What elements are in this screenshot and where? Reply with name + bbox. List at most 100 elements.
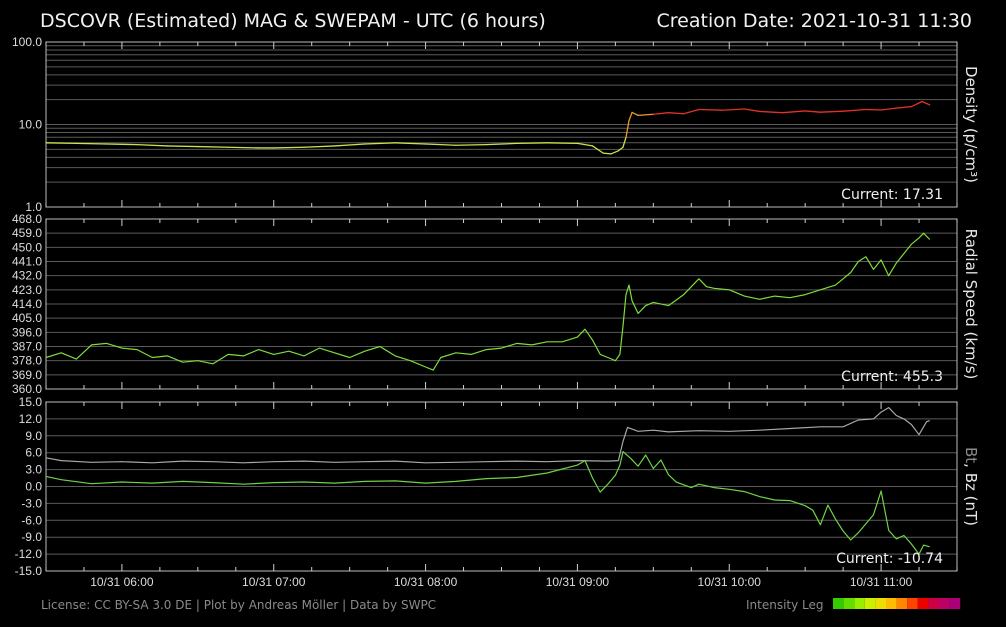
intensity-legend-swatch [886,598,897,609]
density-line-segment [197,145,229,148]
density-line-segment [394,142,427,145]
intensity-legend-swatch [864,598,876,609]
density-line-segment [424,143,457,146]
current-value-density: Current: 17.31 [841,187,943,203]
y-tick-label: 369.0 [12,368,42,382]
y-tick-label: 441.0 [12,255,42,269]
y-axis-label-mag: Bt, Bz (nT) [962,447,980,526]
density-line-segment [227,146,260,149]
y-axis-label-sep: , [962,463,980,473]
y-tick-label: 468.0 [12,212,42,226]
y-tick-label: 1.0 [25,200,42,214]
density-line-segment [698,108,723,111]
density-line-segment [364,142,396,145]
y-tick-label: 378.0 [12,354,42,368]
current-value-speed: Current: 455.3 [841,369,943,385]
y-tick-label: 10.0 [19,118,43,132]
density-line-segment [628,111,633,122]
density-line-segment [610,150,620,155]
series-line-bz [45,451,930,555]
density-line-segment [455,143,487,146]
y-axis-label-bz: Bz (nT) [962,473,980,526]
series-line-bt [45,407,930,464]
intensity-legend-swatch [949,598,961,609]
density-line-segment [106,143,138,146]
density-line-segment [273,146,305,149]
y-tick-label: 12.0 [19,412,43,426]
density-line-segment [166,145,199,148]
x-tick-label: 10/31 10:00 [698,575,762,589]
intensity-legend-swatch [907,598,918,609]
intensity-legend [833,598,961,609]
panel-mag: 15.0 12.0 9.0 6.0 3.0 0.0 -3.0 -6.0 -9.0 -12.0 -15… [15,395,980,578]
density-line-segment [45,142,78,145]
y-tick-label: 387.0 [12,340,42,354]
y-tick-label: 396.0 [12,325,42,339]
density-line-segment [333,143,366,147]
y-tick-label: 450.0 [12,240,42,254]
density-line-segment [617,146,624,152]
intensity-legend-swatch [928,598,939,609]
density-line-segment [516,142,548,145]
density-line-segment [625,119,630,138]
density-line-segment [75,142,108,145]
density-line-segment [804,110,821,113]
y-tick-label: 3.0 [25,463,42,477]
y-tick-label: 0.0 [25,480,42,494]
y-tick-label: 6.0 [25,446,42,460]
density-line-segment [842,108,867,112]
density-line-segment [591,145,604,154]
y-tick-label: 405.0 [12,311,42,325]
intensity-legend-swatch [833,598,844,609]
x-tick-label: 10/31 11:00 [850,575,913,589]
y-tick-label: 360.0 [12,382,42,396]
y-tick-label: 100.0 [12,35,42,49]
y-axis-label-speed: Radial Speed (km/s) [962,229,980,380]
y-axis-label-bt: Bt [962,447,980,463]
y-tick-label: -3.0 [21,496,42,510]
density-line-segment [743,108,761,113]
current-value-mag: Current: -10.74 [836,551,943,567]
density-line-segment [303,145,336,148]
density-line-segment [667,112,685,115]
y-tick-label: 414.0 [12,297,42,311]
density-line-segment [819,110,844,113]
creation-date: Creation Date: 2021-10-31 11:30 [657,10,973,32]
panel-speed: 468.0459.0450.0441.0432.0423.0414.0405.0… [12,212,980,396]
x-tick-label: 10/31 07:00 [242,575,306,589]
density-line-segment [485,142,518,146]
y-tick-label: -15.0 [15,564,43,578]
y-tick-label: 459.0 [12,226,42,240]
x-tick-label: 10/31 06:00 [90,575,154,589]
density-line-segment [683,108,700,115]
chart-title: DSCOVR (Estimated) MAG & SWEPAM - UTC (6… [40,10,546,32]
y-tick-label: 423.0 [12,283,42,297]
intensity-legend-label: Intensity Leg [746,598,824,612]
density-line-segment [880,107,897,111]
panel-density: 100.0 10.0 1.0 Current: 17.31 Density (p/cm³… [12,35,980,214]
x-tick-label: 10/31 09:00 [546,575,610,589]
density-line-segment [910,100,923,108]
intensity-legend-swatch [939,598,950,609]
density-line-segment [546,142,579,145]
intensity-legend-swatch [843,598,855,609]
density-line-segment [758,110,784,114]
density-line-segment [631,111,639,117]
density-line-segment [721,108,746,111]
y-tick-label: 15.0 [19,395,43,409]
density-line-segment [895,105,913,109]
y-tick-label: -12.0 [15,547,43,561]
y-tick-label: 432.0 [12,269,42,283]
y-tick-label: -9.0 [21,530,42,544]
density-line-segment [576,142,594,147]
license-text: License: CC BY-SA 3.0 DE | Plot by Andre… [41,598,436,612]
density-line-segment [622,136,627,148]
intensity-legend-swatch [917,598,929,609]
x-tick-label: 10/31 08:00 [394,575,458,589]
y-tick-label: -6.0 [21,513,42,527]
density-line-segment [637,113,654,117]
intensity-legend-swatch [854,598,865,609]
y-axis-label-density: Density (p/cm³) [962,66,980,183]
intensity-legend-swatch [896,598,908,609]
density-line-segment [652,112,670,115]
